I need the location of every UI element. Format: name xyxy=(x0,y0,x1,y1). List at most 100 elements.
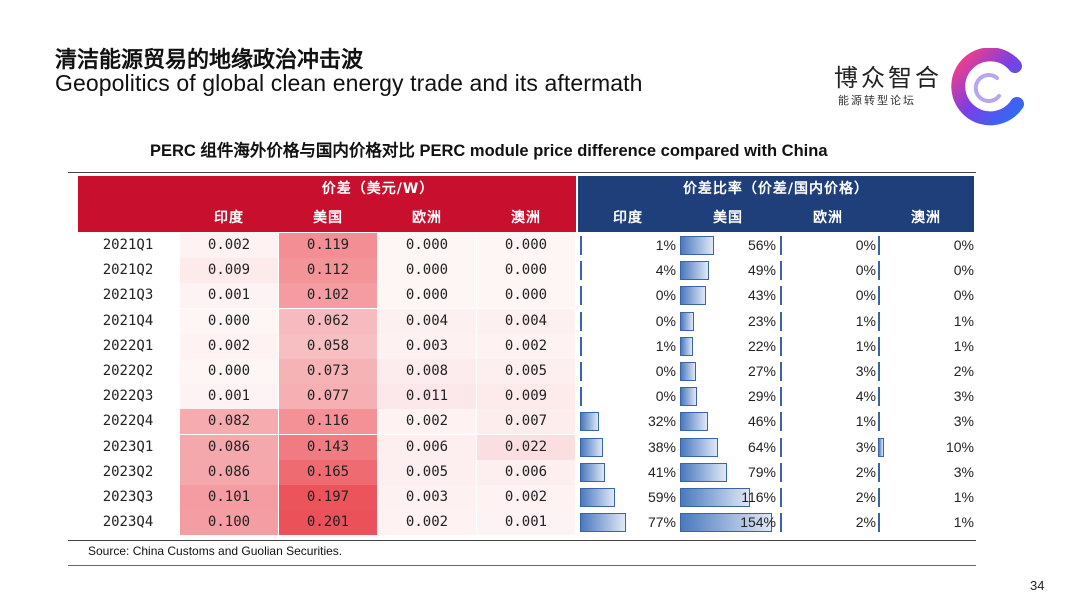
ratio-bar xyxy=(878,412,880,432)
heat-cell xyxy=(477,409,575,435)
slide-title-zh: 清洁能源贸易的地缘政治冲击波 xyxy=(55,48,364,73)
heat-cell xyxy=(477,510,575,536)
ratio-value: 3% xyxy=(953,463,974,480)
ratio-bar xyxy=(878,261,880,281)
ratio-value: 38% xyxy=(647,438,676,455)
price-diff-value: 0.009 xyxy=(207,262,251,279)
heat-cell xyxy=(378,359,476,384)
price-diff-value: 0.002 xyxy=(504,489,548,505)
price-diff-value: 0.005 xyxy=(405,463,449,480)
price-diff-value: 0.006 xyxy=(405,438,449,455)
ratio-bar xyxy=(780,236,782,255)
heat-cell xyxy=(180,258,278,284)
row-label: 2022Q3 xyxy=(102,388,154,405)
heat-cell xyxy=(477,308,575,334)
ratio-value: 3% xyxy=(953,413,974,430)
heat-cell xyxy=(477,333,575,359)
ratio-value: 43% xyxy=(747,287,776,304)
row-label: 2023Q2 xyxy=(102,463,154,480)
heat-cell xyxy=(279,359,377,384)
heat-cell xyxy=(279,233,377,258)
price-diff-value: 0.006 xyxy=(504,463,548,480)
col-header-india: 印度 xyxy=(214,210,244,226)
col-header-ratio-australia: 澳洲 xyxy=(911,210,941,226)
ratio-bar xyxy=(780,261,782,281)
ratio-bar xyxy=(680,488,750,507)
heat-cell xyxy=(279,485,377,510)
ratio-value: 1% xyxy=(953,514,974,531)
ratio-bar xyxy=(878,236,880,255)
price-diff-value: 0.000 xyxy=(405,262,449,279)
heat-cell xyxy=(378,258,476,284)
ratio-bar xyxy=(878,437,884,457)
ratio-bar xyxy=(680,462,728,482)
ratio-value: 0% xyxy=(953,262,974,279)
ratio-bar xyxy=(680,236,714,255)
ratio-value: 1% xyxy=(953,312,974,329)
price-diff-value: 0.001 xyxy=(207,388,251,405)
ratio-bar xyxy=(680,362,697,381)
ratio-value: 22% xyxy=(747,337,776,354)
col-header-europe: 欧洲 xyxy=(412,210,442,226)
ratio-bar xyxy=(680,437,719,457)
heat-cell xyxy=(378,409,476,435)
heat-cell xyxy=(279,283,377,309)
heat-cell xyxy=(378,233,476,258)
group-header-ratio: 价差比率（价差/国内价格） xyxy=(682,181,870,197)
header-ratio xyxy=(578,176,974,232)
col-header-usa: 美国 xyxy=(313,210,343,226)
heat-cell xyxy=(378,283,476,309)
price-diff-value: 0.002 xyxy=(405,514,449,531)
ratio-value: 77% xyxy=(647,514,676,531)
ratio-value: 0% xyxy=(655,388,676,405)
heat-cell xyxy=(279,409,377,435)
price-diff-value: 0.007 xyxy=(504,413,548,430)
ratio-value: 0% xyxy=(855,237,876,253)
ratio-bar xyxy=(580,236,582,255)
ratio-value: 59% xyxy=(647,489,676,505)
price-diff-value: 0.201 xyxy=(306,514,350,531)
ratio-bar xyxy=(878,362,880,381)
ratio-bar xyxy=(680,286,706,306)
price-diff-value: 0.002 xyxy=(504,337,548,354)
price-diff-value: 0.197 xyxy=(306,489,350,505)
price-diff-value: 0.004 xyxy=(504,312,548,329)
price-diff-value: 0.073 xyxy=(306,363,350,379)
price-diff-value: 0.002 xyxy=(405,413,449,430)
bottom-rule xyxy=(68,540,976,541)
top-rule xyxy=(68,172,976,173)
heat-cell xyxy=(180,434,278,460)
ratio-bar xyxy=(780,362,782,381)
heat-cell xyxy=(180,510,278,536)
price-diff-value: 0.058 xyxy=(306,337,350,354)
ratio-bar xyxy=(878,387,880,407)
ratio-value: 49% xyxy=(747,262,776,279)
ratio-value: 2% xyxy=(855,514,876,531)
heat-cell xyxy=(180,283,278,309)
ratio-value: 0% xyxy=(655,287,676,304)
ratio-value: 27% xyxy=(747,363,776,379)
ratio-value: 0% xyxy=(855,287,876,304)
ratio-value: 4% xyxy=(655,262,676,279)
row-label: 2023Q4 xyxy=(102,514,154,531)
price-diff-value: 0.000 xyxy=(207,363,251,379)
ratio-value: 1% xyxy=(953,337,974,354)
price-diff-value: 0.062 xyxy=(306,312,350,329)
heat-cell xyxy=(477,434,575,460)
row-label: 2022Q4 xyxy=(102,413,154,430)
heat-cell xyxy=(180,359,278,384)
ratio-value: 2% xyxy=(953,363,974,379)
heat-cell xyxy=(279,434,377,460)
ratio-value: 0% xyxy=(655,363,676,379)
header-separator xyxy=(576,176,578,232)
ratio-bar xyxy=(580,513,627,533)
col-header-ratio-europe: 欧洲 xyxy=(813,210,843,226)
ratio-value: 116% xyxy=(741,489,776,505)
heat-cell xyxy=(180,308,278,334)
ratio-bar xyxy=(780,311,782,331)
price-diff-value: 0.100 xyxy=(207,514,251,531)
price-diff-value: 0.000 xyxy=(405,237,449,253)
ratio-value: 0% xyxy=(953,237,974,253)
footer-rule xyxy=(68,565,976,566)
ratio-value: 29% xyxy=(747,388,776,405)
